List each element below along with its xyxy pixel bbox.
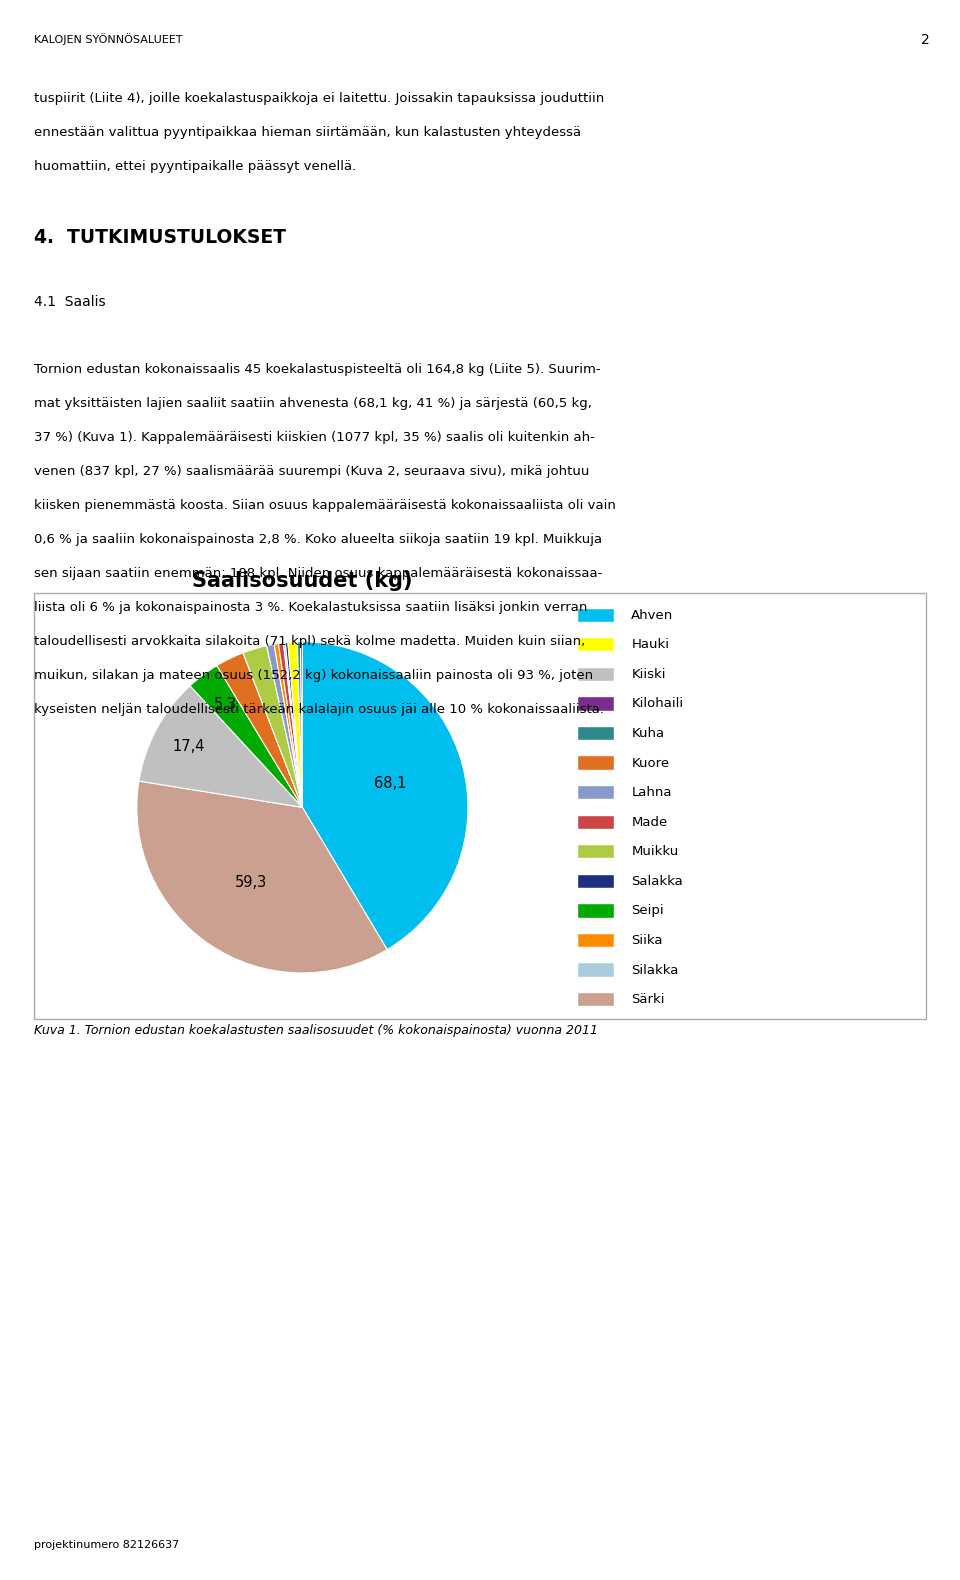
Bar [578,992,613,1006]
Bar [578,697,613,711]
Text: kyseisten neljän taloudellisesti tärkeän kalalajin osuus jäi alle 10 % kokonaiss: kyseisten neljän taloudellisesti tärkeän… [34,703,604,716]
Text: KALOJEN SYÖNNÖSALUEET: KALOJEN SYÖNNÖSALUEET [34,33,182,46]
Text: 0,6 % ja saaliin kokonaispainosta 2,8 %. Koko alueelta siikoja saatiin 19 kpl. M: 0,6 % ja saaliin kokonaispainosta 2,8 %.… [34,534,602,547]
Text: Kuha: Kuha [632,727,664,739]
Bar [578,815,613,830]
Text: sen sijaan saatiin enemmän; 188 kpl. Niiden osuus kappalemääräisestä kokonaissaa: sen sijaan saatiin enemmän; 188 kpl. Nii… [34,567,602,580]
Bar [578,608,613,623]
Wedge shape [137,781,387,973]
Text: taloudellisesti arvokkaita silakoita (71 kpl) sekä kolme madetta. Muiden kuin si: taloudellisesti arvokkaita silakoita (71… [34,635,585,648]
Text: Särki: Särki [632,994,664,1006]
Text: Made: Made [632,815,667,828]
Text: mat yksittäisten lajien saaliit saatiin ahvenesta (68,1 kg, 41 %) ja särjestä (6: mat yksittäisten lajien saaliit saatiin … [34,398,591,411]
Wedge shape [190,665,302,807]
Text: 59,3: 59,3 [235,875,267,890]
Text: 17,4: 17,4 [173,739,204,754]
Text: kiisken pienemmästä koosta. Siian osuus kappalemääräisestä kokonaissaaliista oli: kiisken pienemmästä koosta. Siian osuus … [34,499,615,512]
Text: 2: 2 [921,33,929,47]
Wedge shape [302,641,468,950]
Title: Saalisosuudet (kg): Saalisosuudet (kg) [192,570,413,591]
Text: 4.  TUTKIMUSTULOKSET: 4. TUTKIMUSTULOKSET [34,228,286,246]
Bar [578,845,613,858]
Text: Kiiski: Kiiski [632,668,665,681]
Text: Siika: Siika [632,934,662,946]
Wedge shape [298,641,302,807]
Text: Salakka: Salakka [632,875,683,888]
Text: 4.1  Saalis: 4.1 Saalis [34,295,106,310]
Text: 37 %) (Kuva 1). Kappalemääräisesti kiiskien (1077 kpl, 35 %) saalis oli kuitenki: 37 %) (Kuva 1). Kappalemääräisesti kiisk… [34,431,594,444]
Bar [578,668,613,681]
Text: 68,1: 68,1 [374,776,406,790]
Wedge shape [300,641,302,807]
Text: liista oli 6 % ja kokonaispainosta 3 %. Koekalastuksissa saatiin lisäksi jonkin : liista oli 6 % ja kokonaispainosta 3 %. … [34,602,587,615]
Wedge shape [285,643,302,807]
Text: Hauki: Hauki [632,638,669,651]
Text: ennestään valittua pyyntipaikkaa hieman siirtämään, kun kalastusten yhteydessä: ennestään valittua pyyntipaikkaa hieman … [34,126,581,139]
Bar [578,964,613,976]
Text: Silakka: Silakka [632,964,679,976]
Text: Tornion edustan kokonaissaalis 45 koekalastuspisteeltä oli 164,8 kg (Liite 5). S: Tornion edustan kokonaissaalis 45 koekal… [34,363,600,376]
Text: Seipi: Seipi [632,904,664,918]
Text: Kuva 1. Tornion edustan koekalastusten saalisosuudet (% kokonaispainosta) vuonna: Kuva 1. Tornion edustan koekalastusten s… [34,1024,597,1036]
Wedge shape [274,643,302,807]
Bar [578,727,613,739]
Wedge shape [283,643,302,807]
Text: huomattiin, ettei pyyntipaikalle päässyt venellä.: huomattiin, ettei pyyntipaikalle päässyt… [34,160,356,172]
Text: 5,3: 5,3 [213,697,236,711]
Wedge shape [278,643,302,807]
Text: projektinumero 82126637: projektinumero 82126637 [34,1540,179,1550]
Text: tuspiirit (Liite 4), joille koekalastuspaikkoja ei laitettu. Joissakin tapauksis: tuspiirit (Liite 4), joille koekalastusp… [34,92,604,104]
Wedge shape [217,653,302,807]
Text: Ahven: Ahven [632,608,674,621]
Text: Kilohaili: Kilohaili [632,697,684,711]
Wedge shape [139,686,302,807]
Wedge shape [288,641,302,807]
Wedge shape [243,646,302,807]
Text: Muikku: Muikku [632,845,679,858]
Bar [578,875,613,888]
Bar [578,785,613,799]
Bar [578,934,613,946]
Bar [578,757,613,769]
Text: Lahna: Lahna [632,787,672,799]
Bar [578,904,613,918]
Text: venen (837 kpl, 27 %) saalismäärää suurempi (Kuva 2, seuraava sivu), mikä johtuu: venen (837 kpl, 27 %) saalismäärää suure… [34,465,589,479]
Text: muikun, silakan ja mateen osuus (152,2 kg) kokonaissaaliin painosta oli 93 %, jo: muikun, silakan ja mateen osuus (152,2 k… [34,670,592,683]
Wedge shape [267,645,302,807]
Text: Kuore: Kuore [632,757,669,769]
Bar [578,638,613,651]
